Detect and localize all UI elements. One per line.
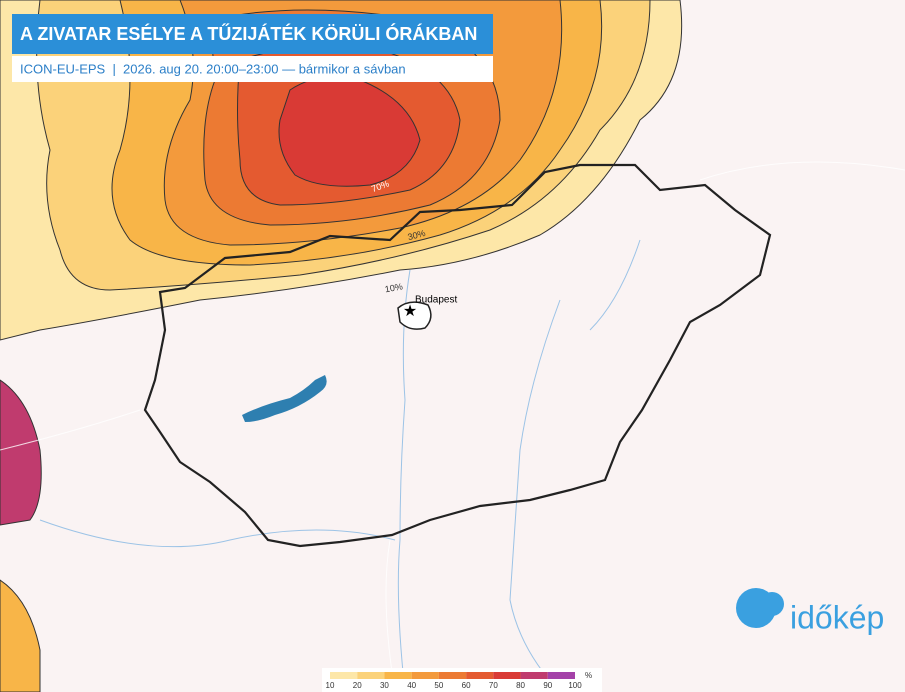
legend: 10 20 30 40 50 60 70 80 90 100% [326, 671, 593, 690]
legend-tick-label: 90 [543, 681, 552, 690]
legend-swatch [357, 672, 385, 679]
country-border [143, 163, 772, 548]
border [699, 161, 905, 181]
river [397, 269, 411, 692]
legend-tick-label: 10 [326, 681, 335, 690]
subtitle: ICON-EU-EPS | 2026. aug 20. 20:00–23:00 … [20, 61, 406, 76]
contour-area [0, 379, 42, 526]
city-marker: ★ [403, 303, 417, 320]
contour-label: 10% [384, 281, 403, 294]
logo-text: időkép [790, 599, 884, 635]
border [0, 409, 141, 451]
legend-swatch [520, 672, 548, 679]
city-border [397, 301, 432, 330]
legend-swatch [411, 672, 439, 679]
legend-unit: % [585, 671, 592, 680]
legend-tick-label: 60 [462, 681, 471, 690]
legend-swatch [493, 672, 521, 679]
legend-tick-label: 20 [353, 681, 362, 690]
river [589, 239, 641, 331]
river [39, 519, 396, 548]
logo-icon [760, 592, 784, 616]
legend-tick-label: 80 [516, 681, 525, 690]
legend-tick-label: 50 [434, 681, 443, 690]
legend-tick-label: 40 [407, 681, 416, 690]
legend-swatch [438, 672, 467, 679]
rivers [39, 239, 641, 692]
legend-swatch [547, 672, 575, 679]
contour-area [0, 579, 41, 692]
city-label: Budapest [415, 295, 457, 306]
legend-swatch [384, 672, 412, 679]
legend-tick-label: 30 [380, 681, 389, 690]
title-box [12, 14, 493, 54]
contour-label: 30% [407, 228, 427, 242]
river [509, 299, 561, 692]
title: A ZIVATAR ESÉLYE A TŰZIJÁTÉK KÖRÜLI ÓRÁK… [20, 23, 477, 44]
logo: időkép [736, 588, 884, 635]
legend-tick-label: 70 [489, 681, 498, 690]
legend-tick-label: 100 [568, 681, 582, 690]
legend-swatch [466, 672, 494, 679]
legend-swatch [330, 672, 358, 679]
lake [242, 375, 327, 422]
subtitle-box [12, 56, 493, 82]
